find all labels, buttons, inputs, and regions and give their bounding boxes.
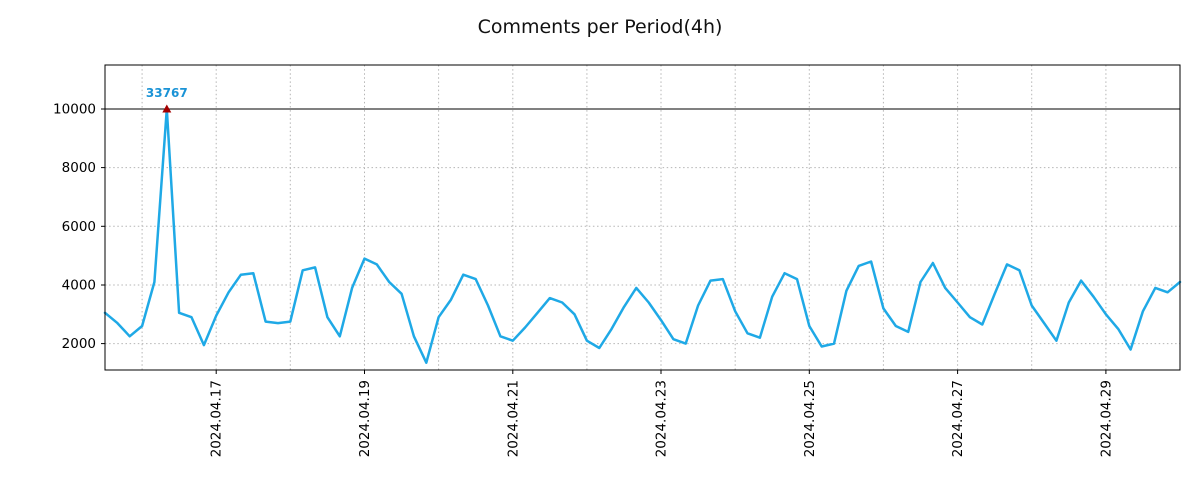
x-tick-label: 2024.04.27 (950, 380, 966, 457)
x-tick-label: 2024.04.21 (505, 380, 521, 457)
y-tick-label: 8000 (62, 160, 96, 176)
gridlines (105, 65, 1181, 370)
y-tick-label: 4000 (62, 278, 96, 294)
x-tick-label: 2024.04.23 (654, 380, 670, 457)
peak-annotation: 33767 (146, 86, 188, 100)
x-tick-label: 2024.04.29 (1098, 380, 1114, 457)
x-tick-label: 2024.04.17 (209, 380, 225, 457)
peak-marker-icon (162, 104, 172, 113)
comments-series-line (103, 107, 1182, 364)
x-tick-label: 2024.04.19 (357, 380, 373, 457)
y-tick-label: 2000 (62, 336, 96, 352)
x-axis: 2024.04.17 2024.04.19 2024.04.21 2024.04.23… (209, 370, 1114, 457)
y-tick-label: 6000 (62, 219, 96, 235)
y-tick-label: 10000 (53, 102, 96, 118)
plot-border (104, 64, 1181, 371)
x-tick-label: 2024.04.25 (802, 380, 818, 457)
chart-title: Comments per Period(4h) (477, 16, 723, 38)
y-axis: 2000 4000 6000 8000 10000 (53, 102, 105, 352)
